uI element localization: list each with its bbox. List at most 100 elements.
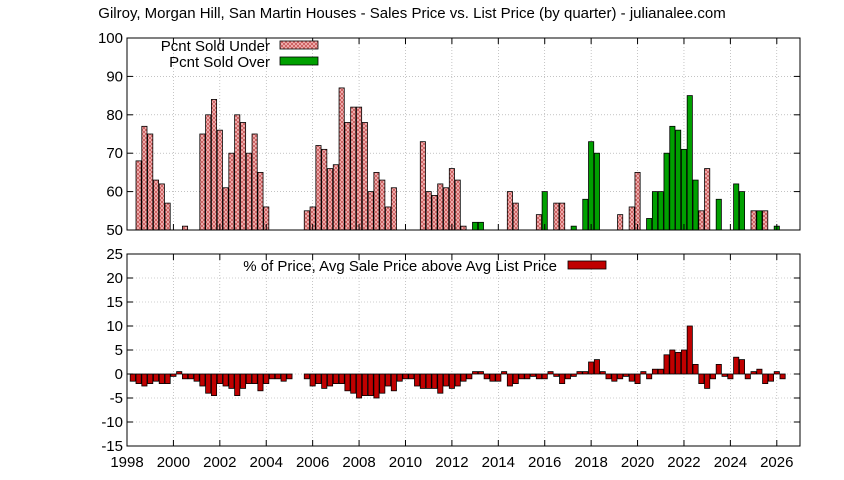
bottom-y-tick-label: -5 — [110, 390, 123, 407]
bar-price-pct — [576, 371, 583, 375]
bar-price-pct — [153, 373, 160, 382]
bar-price-pct — [530, 373, 537, 377]
bar-price-pct — [431, 373, 438, 389]
top-y-tick-label: 60 — [106, 184, 123, 201]
bar-price-pct — [559, 373, 566, 385]
bar-sold-under — [553, 202, 560, 231]
bar-price-pct — [501, 371, 508, 375]
bar-sold-over — [669, 125, 676, 231]
bar-sold-under — [373, 171, 380, 231]
bar-price-pct — [489, 373, 496, 382]
x-tick-label: 2014 — [482, 454, 515, 471]
bar-sold-under — [506, 191, 513, 231]
bar-sold-under — [419, 141, 426, 231]
bar-price-pct — [715, 363, 722, 375]
bar-price-pct — [408, 373, 415, 380]
bar-price-pct — [454, 373, 461, 387]
bar-sold-under — [437, 183, 444, 231]
bar-price-pct — [309, 373, 316, 387]
bar-price-pct — [147, 373, 154, 385]
x-tick-label: 2016 — [528, 454, 561, 471]
bar-sold-under — [222, 187, 229, 231]
bottom-y-tick-label: -10 — [101, 414, 123, 431]
bar-sold-under — [182, 225, 189, 231]
bar-sold-over — [733, 183, 740, 231]
bar-price-pct — [675, 351, 682, 375]
bar-sold-under — [245, 152, 252, 231]
bar-price-pct — [234, 373, 241, 397]
bar-price-pct — [617, 373, 624, 380]
bar-price-pct — [176, 371, 183, 375]
bar-price-pct — [251, 373, 258, 385]
bar-sold-under — [153, 179, 160, 231]
bar-sold-under — [535, 214, 542, 231]
x-tick-label: 2026 — [760, 454, 793, 471]
bar-price-pct — [425, 373, 432, 389]
bar-price-pct — [390, 373, 397, 392]
bar-sold-under — [454, 179, 461, 231]
bar-price-pct — [332, 373, 339, 385]
bar-price-pct — [651, 368, 658, 375]
x-tick-label: 2018 — [574, 454, 607, 471]
bar-price-pct — [628, 373, 635, 382]
bar-sold-under — [327, 168, 334, 231]
bar-price-pct — [727, 373, 734, 380]
bar-sold-under — [698, 210, 705, 231]
bar-price-pct — [547, 371, 554, 375]
bar-price-pct — [767, 373, 774, 382]
bar-price-pct — [338, 373, 345, 385]
bar-price-pct — [414, 373, 421, 387]
bar-price-pct — [622, 373, 629, 377]
bar-price-pct — [634, 373, 641, 385]
bar-sold-over — [646, 218, 653, 231]
bar-price-pct — [553, 373, 560, 377]
bar-price-pct — [315, 373, 322, 385]
bar-sold-under — [762, 210, 769, 231]
bar-price-pct — [698, 373, 705, 385]
bar-price-pct — [193, 373, 200, 382]
bar-price-pct — [669, 349, 676, 375]
bar-sold-under — [559, 202, 566, 231]
bar-sold-under — [344, 122, 351, 231]
bar-price-pct — [466, 373, 473, 380]
bar-sold-under — [390, 187, 397, 231]
bar-price-pct — [170, 373, 177, 377]
bar-sold-under — [512, 202, 519, 231]
bar-sold-under — [135, 160, 142, 231]
top-y-tick-label: 90 — [106, 68, 123, 85]
bar-price-pct — [738, 359, 745, 375]
bar-sold-under — [303, 210, 310, 231]
bar-sold-over — [472, 221, 479, 231]
x-tick-label: 2020 — [621, 454, 654, 471]
bar-sold-under — [234, 114, 241, 231]
bar-sold-under — [443, 187, 450, 231]
bar-price-pct — [704, 373, 711, 389]
bar-sold-under — [431, 195, 438, 231]
top-y-tick-label: 50 — [106, 222, 123, 239]
bar-price-pct — [773, 371, 780, 375]
bar-sold-over — [738, 191, 745, 231]
bar-price-pct — [158, 373, 165, 385]
bar-price-pct — [344, 373, 351, 392]
legend-swatch-under — [279, 40, 319, 50]
bar-price-pct — [228, 373, 235, 389]
bar-price-pct — [141, 373, 148, 387]
bar-sold-under — [448, 168, 455, 231]
bar-sold-under — [634, 171, 641, 231]
bar-sold-under — [321, 148, 328, 231]
x-tick-label: 2006 — [296, 454, 329, 471]
bar-sold-over — [663, 152, 670, 231]
bar-price-pct — [640, 371, 647, 375]
bar-price-pct — [663, 354, 670, 375]
bar-price-pct — [182, 373, 189, 380]
bar-sold-over — [570, 225, 577, 231]
bar-price-pct — [199, 373, 206, 387]
bar-price-pct — [535, 373, 542, 380]
bar-price-pct — [187, 373, 194, 380]
legend-label: Pcnt Sold Under — [161, 38, 270, 55]
legend-swatch-over — [279, 56, 319, 66]
bar-price-pct — [477, 371, 484, 375]
bar-sold-under — [315, 145, 322, 231]
x-tick-label: 2012 — [435, 454, 468, 471]
bar-price-pct — [518, 373, 525, 380]
